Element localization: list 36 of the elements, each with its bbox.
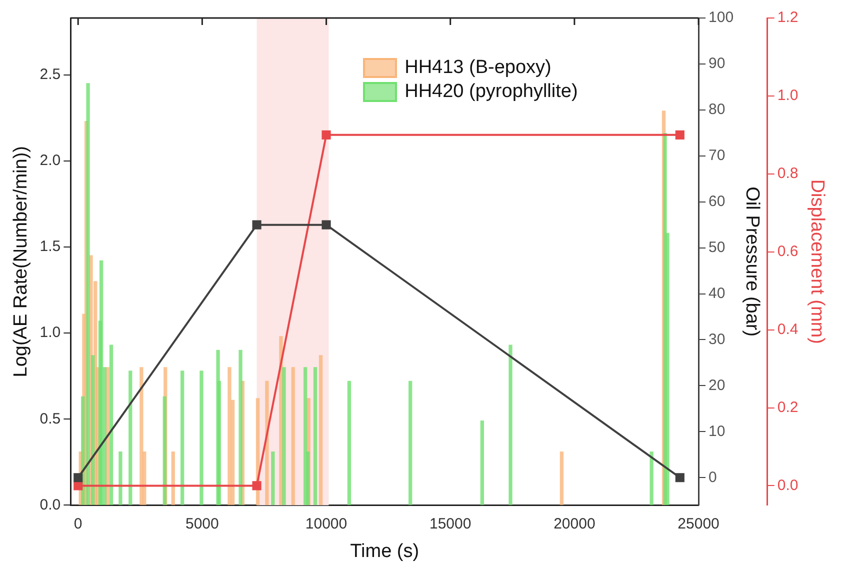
x-tick-label: 20000 xyxy=(554,515,596,532)
y2-tick-label: 20 xyxy=(708,376,726,394)
y2-tick-label: 90 xyxy=(708,55,726,72)
y3-tick-label: 1.2 xyxy=(777,9,798,26)
y2-tick-label: 50 xyxy=(708,238,726,256)
y3-tick-label: 0.2 xyxy=(777,398,798,416)
x-tick-label: 10000 xyxy=(305,515,348,532)
y3-axis-title: Displacement (mm) xyxy=(806,179,828,344)
x-tick-label: 25000 xyxy=(678,515,720,532)
y-tick-label: 1.0 xyxy=(40,324,61,342)
y2-tick-label: 30 xyxy=(708,330,726,348)
y-tick-label: 2.0 xyxy=(40,152,61,170)
x-tick-label: 0 xyxy=(74,515,82,532)
y2-tick-label: 60 xyxy=(708,192,726,210)
x-axis-title: Time (s) xyxy=(350,540,420,562)
y-tick-label: 1.5 xyxy=(40,238,61,256)
y3-tick-label: 0.8 xyxy=(777,165,798,182)
y2-tick-label: 80 xyxy=(708,101,726,118)
y3-tick-label: 1.0 xyxy=(777,87,798,104)
x-tick-label: 5000 xyxy=(185,515,219,532)
y2-tick-label: 70 xyxy=(708,147,726,164)
y-tick-label: 2.5 xyxy=(40,66,61,83)
y3-tick-label: 0.4 xyxy=(777,320,798,338)
y3-tick-label: 0.0 xyxy=(777,476,798,494)
legend-label: HH420 (pyrophyllite) xyxy=(404,80,578,104)
y2-tick-label: 40 xyxy=(708,284,726,302)
y2-axis-title: Oil Pressure (bar) xyxy=(742,186,763,337)
y-axis-title: Log(AE Rate(Number/min)) xyxy=(10,146,32,378)
y-tick-label: 0.0 xyxy=(40,496,61,514)
y3-tick-label: 0.6 xyxy=(777,242,798,260)
x-tick-label: 15000 xyxy=(429,515,472,532)
y-tick-label: 0.5 xyxy=(40,410,61,428)
y2-tick-label: 0 xyxy=(708,468,717,486)
y2-tick-label: 100 xyxy=(708,9,734,26)
y2-tick-label: 10 xyxy=(708,422,726,440)
legend-label: HH413 (B-epoxy) xyxy=(404,56,552,80)
